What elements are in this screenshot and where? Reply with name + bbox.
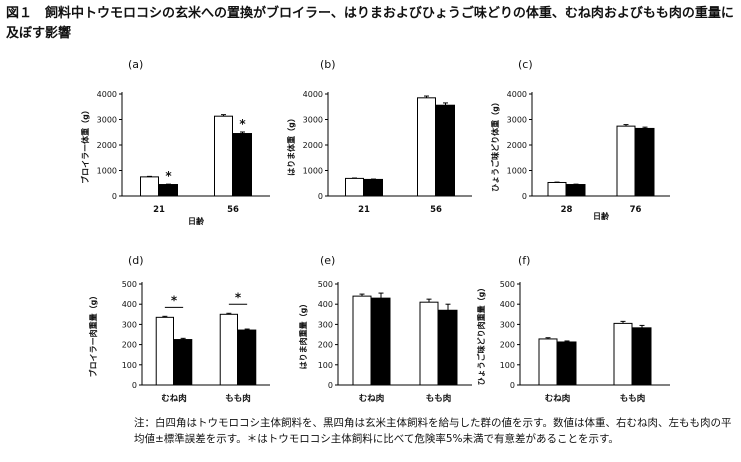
panel-2-ytick-label: 4000: [303, 90, 323, 99]
panel-6-category-label: もも肉: [620, 393, 646, 404]
panel-6-label: (f): [518, 254, 530, 267]
panel-3-ytick-label: 4000: [507, 90, 527, 99]
panel-3-bar-white: [616, 125, 636, 197]
panel-2-category-label: 56: [430, 205, 442, 215]
panel-3-category-label: 76: [630, 205, 642, 215]
panel-6-category-label: むね肉: [545, 393, 571, 404]
panel-4-ytick-label: 300: [122, 320, 137, 329]
panel-4-significance-star: *: [171, 293, 178, 307]
panel-4-bar-black: [174, 339, 193, 386]
panel-2-bar-black: [436, 104, 455, 197]
panel-2-ytick-label: 1000: [303, 167, 323, 176]
panel-3-ytick-label: 1000: [507, 167, 527, 176]
panel-5-category-label: もも肉: [426, 393, 452, 404]
panel-4-significance-star: *: [235, 290, 242, 304]
panel-6-ytick-label: 0: [510, 381, 515, 390]
panel-6-ytick-label: 200: [500, 341, 515, 350]
panel-4-bar-white: [155, 316, 175, 386]
panel-2-bar-white: [345, 177, 364, 197]
panel-5-ytick-label: 100: [318, 361, 333, 370]
panel-6-bar-black: [557, 341, 577, 386]
panel-5-ytick-label: 200: [318, 341, 333, 350]
panel-1-bar-black: [159, 184, 178, 197]
panel-4-ytick-label: 100: [122, 361, 137, 370]
panel-6-ytick-label: 400: [500, 300, 515, 309]
figure-title: 図１ 飼料中トウモロコシの玄米への置換がブロイラー、はりまおよびひょうご味どりの…: [6, 6, 734, 41]
panel-6-bar-white: [538, 338, 558, 386]
panel-4-category-label: もも肉: [225, 393, 251, 404]
panel-2-bar-white: [417, 97, 436, 197]
panel-2-ytick-label: 2000: [303, 141, 323, 150]
panel-1-ytick-label: 3000: [97, 116, 117, 125]
panel-2-ytick-label: 0: [318, 192, 323, 201]
panel-6-y-axis-label: ひょうご味どり肉重量（g）: [476, 284, 486, 386]
panel-1-ytick-label: 4000: [97, 90, 117, 99]
panel-1-y-axis-label: ブロイラー体重（g）: [80, 106, 90, 184]
panel-6-bar-black: [632, 327, 652, 386]
panel-4-bar-white: [219, 313, 239, 386]
panel-4-ytick-label: 500: [122, 280, 137, 289]
panel-2-ytick-label: 3000: [303, 116, 323, 125]
panel-3-category-label: 28: [561, 205, 573, 215]
panel-2-category-label: 21: [358, 205, 370, 215]
panel-5-ytick-label: 500: [318, 280, 333, 289]
panel-3-bar-black: [635, 127, 655, 197]
panel-1-category-label: 56: [227, 205, 239, 215]
panel-1-label: (a): [128, 58, 143, 71]
panel-1-significance-star: *: [165, 169, 172, 183]
panel-5-ytick-label: 300: [318, 320, 333, 329]
panel-5-ytick-label: 0: [328, 381, 333, 390]
panel-4-label: (d): [128, 254, 144, 267]
panel-5-bar-white: [352, 295, 372, 386]
panel-6-bar-white: [613, 322, 633, 386]
panel-2-bar-black: [364, 178, 383, 197]
panel-1-bar-white: [214, 115, 233, 197]
panel-5-label: (e): [320, 254, 335, 267]
panel-4-bar-black: [238, 329, 257, 386]
panel-5-bar-white: [419, 301, 439, 386]
panel-3-ytick-label: 3000: [507, 116, 527, 125]
figure-note: 注：白四角はトウモロコシ主体飼料を、黒四角は玄米主体飼料を給与した群の値を示す。…: [134, 417, 732, 445]
panel-3-bar-white: [547, 181, 567, 197]
panel-4-ytick-label: 0: [132, 381, 137, 390]
panel-6-ytick-label: 300: [500, 320, 515, 329]
panel-1-ytick-label: 1000: [97, 167, 117, 176]
panel-4-ytick-label: 400: [122, 300, 137, 309]
panel-3-ytick-label: 2000: [507, 141, 527, 150]
panel-2-y-axis-label: はりま体重（g）: [286, 114, 296, 176]
panel-1-significance-star: *: [239, 117, 246, 131]
panel-1-ytick-label: 2000: [97, 141, 117, 150]
panel-3-y-axis-label: ひょうご味どり体重（g）: [490, 98, 500, 192]
panel-1-bar-black: [233, 133, 252, 197]
panel-1-category-label: 21: [153, 205, 165, 215]
panel-4-y-axis-label: ブロイラー肉重量（g）: [88, 292, 98, 378]
panel-3-label: (c): [518, 58, 533, 71]
panel-3-ytick-label: 0: [522, 192, 527, 201]
panel-3-x-axis-label: 日齢: [593, 211, 610, 221]
panel-5-bar-black: [371, 297, 391, 386]
panel-6-ytick-label: 100: [500, 361, 515, 370]
panel-5-category-label: むね肉: [359, 393, 385, 404]
panel-1-bar-white: [140, 176, 159, 197]
panel-6-ytick-label: 500: [500, 280, 515, 289]
panel-5-ytick-label: 400: [318, 300, 333, 309]
panel-4-ytick-label: 200: [122, 341, 137, 350]
panel-5-y-axis-label: はりま肉重量（g）: [298, 300, 308, 370]
panel-4-category-label: むね肉: [161, 393, 187, 404]
panel-1-ytick-label: 0: [112, 192, 117, 201]
panel-1-x-axis-label: 日齢: [188, 216, 205, 226]
panel-5-bar-black: [438, 309, 458, 386]
panel-2-label: (b): [320, 58, 336, 71]
panel-3-bar-black: [566, 184, 586, 197]
